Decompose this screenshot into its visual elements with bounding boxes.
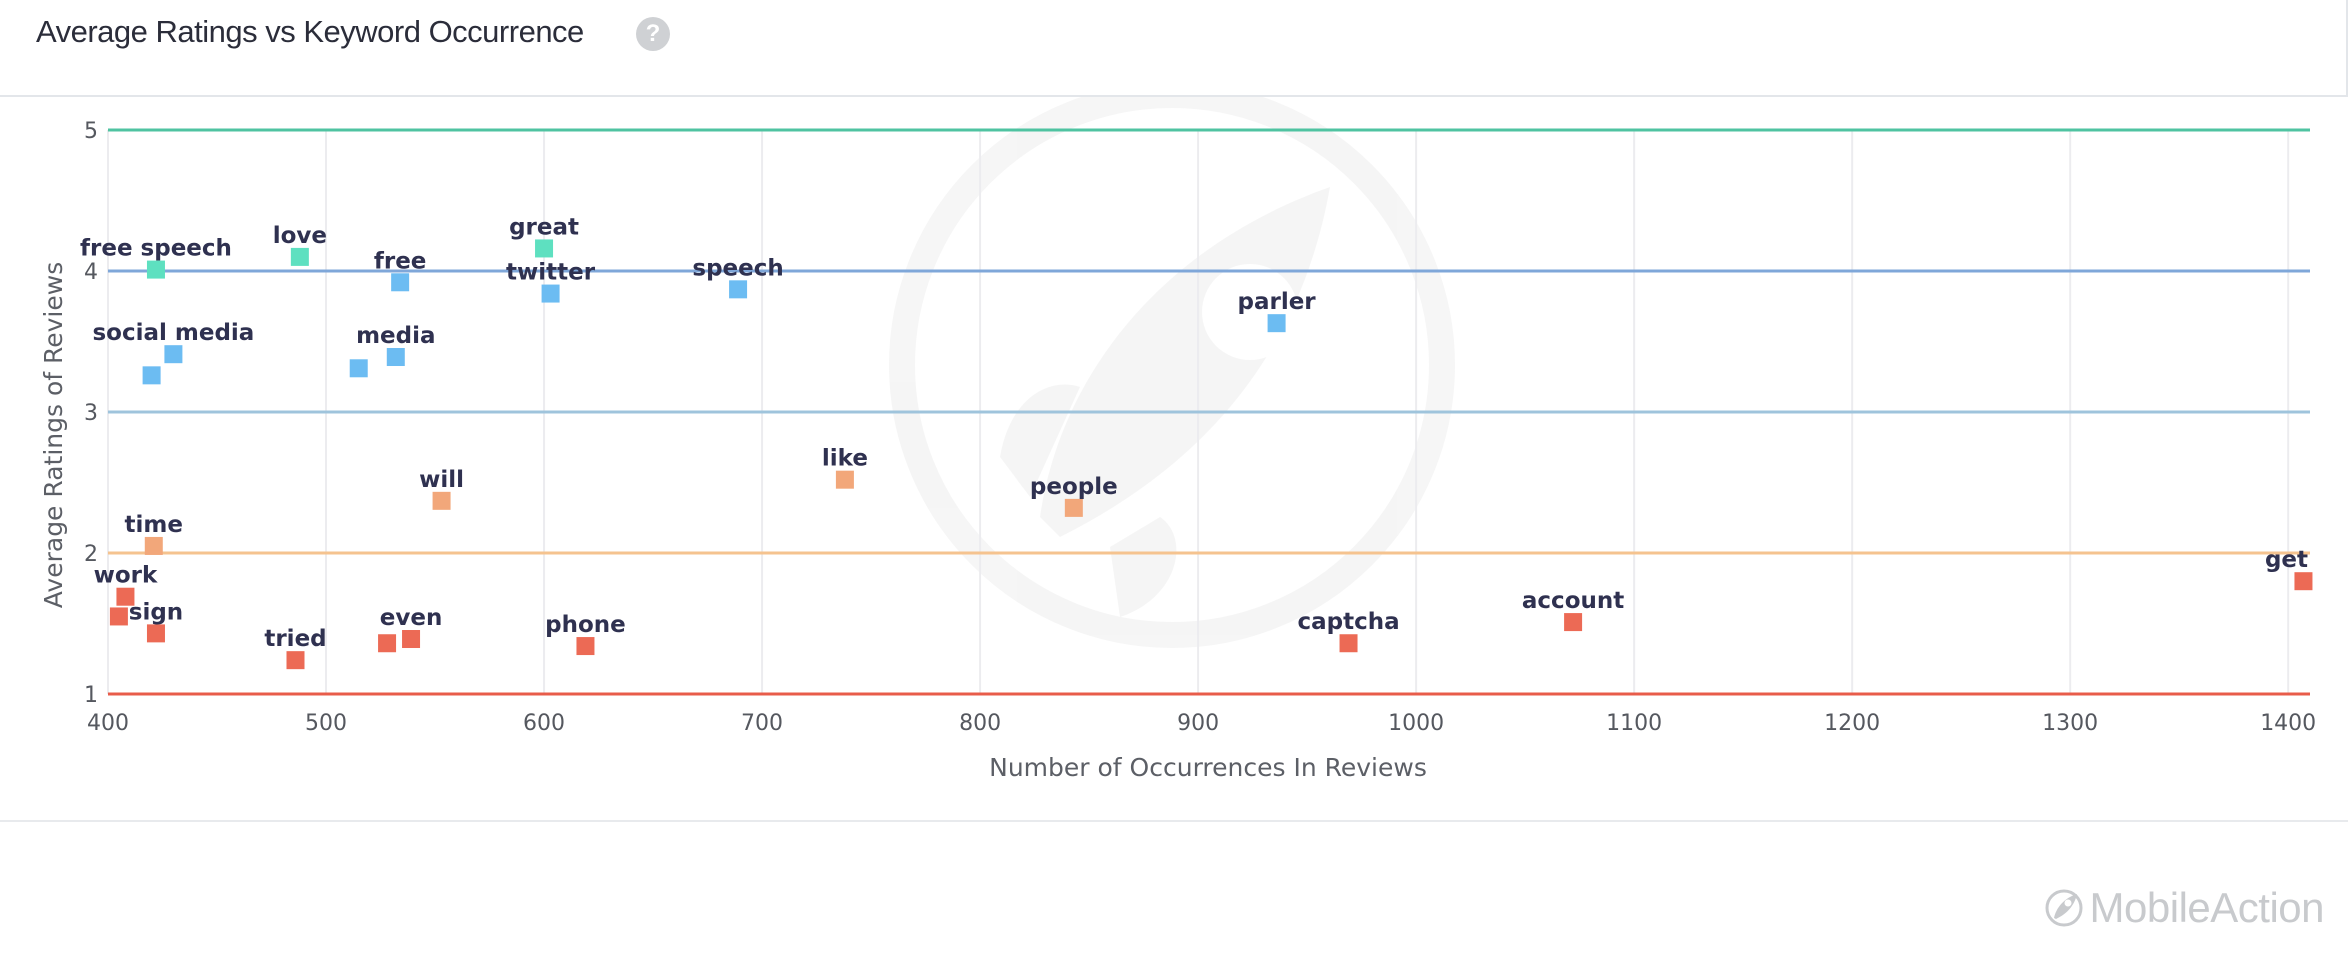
point-love[interactable] <box>290 247 309 266</box>
data-label: free <box>374 248 427 274</box>
point-work[interactable] <box>116 587 135 606</box>
point-people[interactable] <box>1064 498 1083 517</box>
data-label: time <box>125 512 183 538</box>
data-label: tried <box>264 626 326 652</box>
brand-name: MobileAction <box>2089 884 2325 931</box>
x-tick-label: 700 <box>741 711 783 736</box>
rocket-logo-icon <box>2045 889 2083 927</box>
footer-divider <box>0 820 2348 822</box>
point-speech[interactable] <box>729 280 748 299</box>
data-label: sign <box>129 599 183 625</box>
data-label: social media <box>92 320 254 346</box>
x-tick-label: 1100 <box>1606 711 1662 736</box>
x-tick-label: 1200 <box>1824 711 1880 736</box>
y-tick-label: 2 <box>84 542 98 567</box>
point-tried[interactable] <box>286 651 305 670</box>
point-time[interactable] <box>144 536 163 555</box>
point-twitter[interactable] <box>541 284 560 303</box>
rating-bands <box>108 128 2310 696</box>
data-label: like <box>822 446 868 472</box>
x-tick-label: 1300 <box>2042 711 2098 736</box>
data-points <box>109 239 2313 670</box>
data-label: media <box>356 323 435 349</box>
chart-title: Average Ratings vs Keyword Occurrence <box>36 14 584 49</box>
help-icon[interactable]: ? <box>636 17 670 51</box>
x-axis-ticks: 400 500 600 700 800 900 1000 1100 1200 1300 1400 <box>87 711 2316 736</box>
y-tick-label: 5 <box>84 119 98 144</box>
brand-logo: MobileAction <box>2044 884 2325 932</box>
y-tick-label: 1 <box>84 683 98 708</box>
x-tick-label: 900 <box>1177 711 1219 736</box>
point-captcha[interactable] <box>1339 634 1358 653</box>
point-like[interactable] <box>835 470 854 489</box>
point-free-speech[interactable] <box>146 260 165 279</box>
scatter-chart: 1 2 3 4 5 400 500 600 700 800 900 1000 1100 1200 1300… <box>39 82 2316 782</box>
point-unlabeled-19[interactable] <box>378 634 397 653</box>
point-parler[interactable] <box>1267 314 1286 333</box>
data-label: great <box>509 214 579 240</box>
point-get[interactable] <box>2294 572 2313 591</box>
x-tick-label: 500 <box>305 711 347 736</box>
y-axis-ticks: 1 2 3 4 5 <box>84 119 98 708</box>
x-tick-label: 800 <box>959 711 1001 736</box>
data-label: people <box>1030 474 1118 500</box>
data-label: account <box>1522 588 1624 614</box>
y-tick-label: 3 <box>84 401 98 426</box>
point-phone[interactable] <box>576 637 595 656</box>
data-label: free speech <box>80 236 232 262</box>
point-media[interactable] <box>386 348 405 367</box>
point-social-media[interactable] <box>164 345 183 364</box>
y-tick-label: 4 <box>84 260 98 285</box>
point-unlabeled-16[interactable] <box>109 607 128 626</box>
data-label: get <box>2265 547 2308 573</box>
point-unlabeled-8[interactable] <box>142 366 161 385</box>
data-label: parler <box>1238 289 1317 315</box>
x-tick-label: 1400 <box>2260 711 2316 736</box>
point-great[interactable] <box>535 239 554 258</box>
point-even[interactable] <box>402 630 421 649</box>
x-tick-label: 600 <box>523 711 565 736</box>
data-label: speech <box>692 255 783 281</box>
data-label: even <box>380 605 443 631</box>
point-will[interactable] <box>432 491 451 510</box>
data-labels: free speech love great free twitter speech par… <box>80 214 2308 652</box>
data-label: twitter <box>506 260 596 286</box>
y-axis-label: Average Ratings of Reviews <box>39 262 68 608</box>
x-axis-label: Number of Occurrences In Reviews <box>989 753 1427 782</box>
data-label: phone <box>545 612 626 638</box>
data-label: captcha <box>1297 609 1399 635</box>
point-unlabeled-10[interactable] <box>349 359 368 378</box>
point-free[interactable] <box>391 273 410 292</box>
header-right-border <box>2346 0 2348 97</box>
chart-area: 1 2 3 4 5 400 500 600 700 800 900 1000 1100 1200 1300… <box>0 82 2348 820</box>
chart-header: Average Ratings vs Keyword Occurrence ? <box>0 0 2348 97</box>
point-account[interactable] <box>1564 613 1583 632</box>
data-label: work <box>94 563 158 589</box>
x-tick-label: 400 <box>87 711 129 736</box>
data-label: love <box>273 223 327 249</box>
data-label: will <box>419 467 464 493</box>
x-tick-label: 1000 <box>1388 711 1444 736</box>
point-sign[interactable] <box>146 624 165 643</box>
